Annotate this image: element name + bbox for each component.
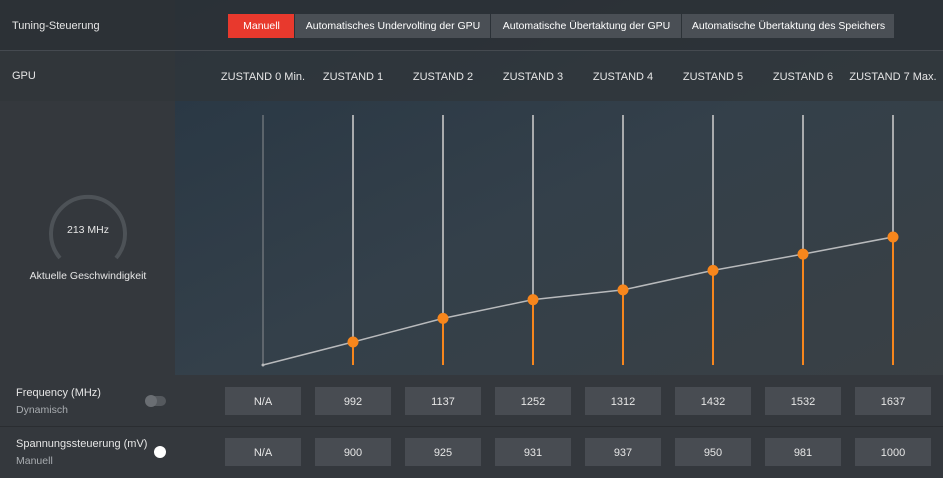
row-label: Spannungssteuerung (mV) <box>16 438 147 450</box>
value-cell[interactable] <box>765 438 841 466</box>
tab[interactable] <box>491 14 681 38</box>
curve-start <box>262 341 354 366</box>
state-label: ZUSTAND 4 <box>593 71 653 83</box>
value-text: 1532 <box>791 396 815 408</box>
frequency-point[interactable] <box>887 231 899 243</box>
frequency-point[interactable] <box>347 336 359 348</box>
tab-label: Manuell <box>243 20 280 32</box>
gauge-value: 213 MHz <box>67 224 109 236</box>
state-label: ZUSTAND 1 <box>323 71 383 83</box>
state-header-bar <box>0 51 943 101</box>
toggle-knob <box>145 395 157 407</box>
value-cell[interactable] <box>585 438 661 466</box>
tab[interactable] <box>228 14 294 38</box>
value-text: 900 <box>344 447 362 459</box>
tab-label: Automatische Übertaktung der GPU <box>503 20 671 32</box>
value-cell[interactable] <box>225 438 301 466</box>
value-cell[interactable] <box>855 438 931 466</box>
state-label: ZUSTAND 0 Min. <box>221 71 305 83</box>
value-text: 937 <box>614 447 632 459</box>
title: Tuning-Steuerung <box>12 20 100 32</box>
value-cell[interactable] <box>405 438 481 466</box>
tab-label: Automatisches Undervolting der GPU <box>306 20 481 32</box>
value-text: 925 <box>434 447 452 459</box>
value-cell[interactable] <box>855 387 931 415</box>
toggle[interactable] <box>154 446 166 458</box>
state-label: ZUSTAND 6 <box>773 71 833 83</box>
state-label: ZUSTAND 3 <box>503 71 563 83</box>
value-cell[interactable] <box>765 387 841 415</box>
value-cell[interactable] <box>315 387 391 415</box>
gpu-label: GPU <box>12 70 36 82</box>
value-cell[interactable] <box>315 438 391 466</box>
value-text: 1312 <box>611 396 635 408</box>
value-text: 1432 <box>701 396 725 408</box>
value-cell[interactable] <box>495 438 571 466</box>
frequency-point[interactable] <box>617 284 629 296</box>
value-text: 992 <box>344 396 362 408</box>
frequency-point[interactable] <box>527 294 539 306</box>
value-text: 1000 <box>881 447 905 459</box>
value-text: 931 <box>524 447 542 459</box>
value-cell[interactable] <box>225 387 301 415</box>
row-label: Frequency (MHz) <box>16 387 101 399</box>
value-text: 981 <box>794 447 812 459</box>
state-label: ZUSTAND 7 Max. <box>849 71 936 83</box>
value-text: N/A <box>254 396 273 408</box>
tab-label: Automatische Übertaktung des Speichers <box>692 20 885 32</box>
value-text: N/A <box>254 447 273 459</box>
frequency-point[interactable] <box>437 312 449 324</box>
value-cell[interactable] <box>675 438 751 466</box>
row-mode: Dynamisch <box>16 404 68 416</box>
state-0-point <box>261 363 265 367</box>
frequency-point[interactable] <box>797 248 809 260</box>
value-cell[interactable] <box>405 387 481 415</box>
value-text: 1252 <box>521 396 545 408</box>
value-cell[interactable] <box>585 387 661 415</box>
value-cell[interactable] <box>495 387 571 415</box>
value-text: 1637 <box>881 396 905 408</box>
state-label: ZUSTAND 5 <box>683 71 743 83</box>
row-mode: Manuell <box>16 455 53 467</box>
value-cell[interactable] <box>675 387 751 415</box>
tab[interactable] <box>682 14 894 38</box>
tab[interactable] <box>295 14 490 38</box>
frequency-point[interactable] <box>707 264 719 276</box>
state-label: ZUSTAND 2 <box>413 71 473 83</box>
value-text: 1137 <box>431 396 455 408</box>
gauge-ring <box>49 194 127 260</box>
value-text: 950 <box>704 447 722 459</box>
gauge-label: Aktuelle Geschwindigkeit <box>30 270 147 282</box>
